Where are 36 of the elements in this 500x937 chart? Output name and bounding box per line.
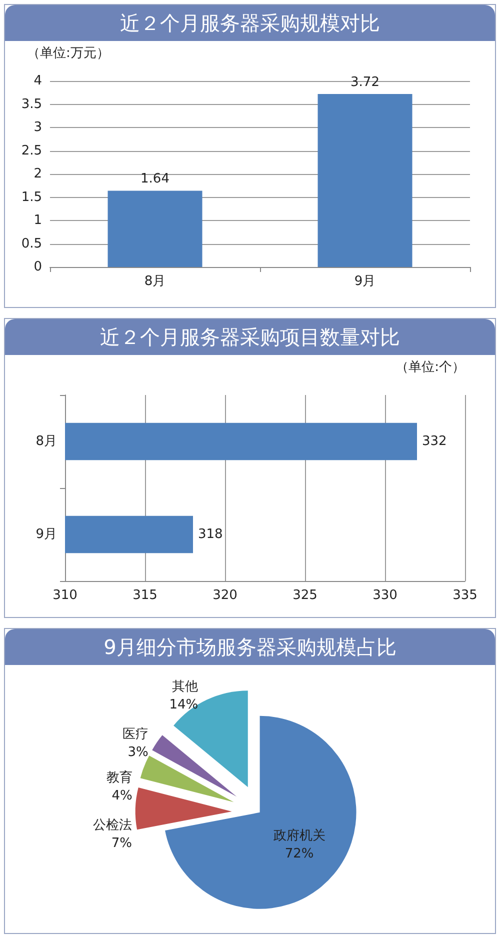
y-tick-label: 4 bbox=[34, 74, 42, 88]
x-tick-label: 310 bbox=[52, 588, 78, 603]
chart-title: 近２个月服务器采购项目数量对比 bbox=[5, 319, 495, 355]
chart-title: 近２个月服务器采购规模对比 bbox=[5, 5, 495, 41]
data-label: 3% bbox=[128, 745, 148, 760]
text: （单位:个） bbox=[396, 360, 466, 375]
y-tick-label: 1 bbox=[34, 213, 42, 228]
slice-label: 其他 bbox=[172, 680, 198, 695]
y-tick-label: 2.5 bbox=[21, 143, 42, 158]
x-tick-label: 325 bbox=[292, 588, 318, 603]
y-tick-label: 3.5 bbox=[21, 96, 42, 112]
x-tick-label: 315 bbox=[132, 588, 158, 603]
slice-label: 公检法 bbox=[93, 818, 132, 834]
y-tick-label: 2 bbox=[34, 166, 42, 182]
y-tick-label: 8月 bbox=[36, 434, 57, 449]
chart-title: 9月细分市场服务器采购规模占比 bbox=[5, 629, 495, 665]
y-tick-label: 9月 bbox=[36, 527, 57, 542]
data-label: 14% bbox=[169, 698, 198, 713]
data-label: 7% bbox=[111, 836, 132, 852]
y-tick-label: 0 bbox=[34, 260, 42, 274]
y-tick-label: 1.5 bbox=[21, 190, 42, 205]
data-label: 72% bbox=[284, 846, 314, 862]
data-label: 318 bbox=[198, 527, 223, 542]
x-tick-label: 320 bbox=[212, 588, 238, 603]
slice-label: 政府机关 bbox=[273, 828, 326, 844]
data-label: 4% bbox=[112, 788, 132, 804]
x-tick-label: 335 bbox=[452, 588, 478, 603]
slice-label: 教育 bbox=[106, 770, 132, 786]
y-tick-label: 0.5 bbox=[21, 236, 42, 252]
text: （单位:万元） bbox=[27, 46, 110, 61]
data-label: 332 bbox=[422, 434, 447, 449]
data-label: 1.64 bbox=[140, 172, 170, 187]
x-tick-label: 330 bbox=[372, 588, 398, 603]
slice-label: 医疗 bbox=[122, 727, 148, 742]
data-label: 3.72 bbox=[350, 75, 380, 90]
y-tick-label: 3 bbox=[34, 120, 42, 135]
